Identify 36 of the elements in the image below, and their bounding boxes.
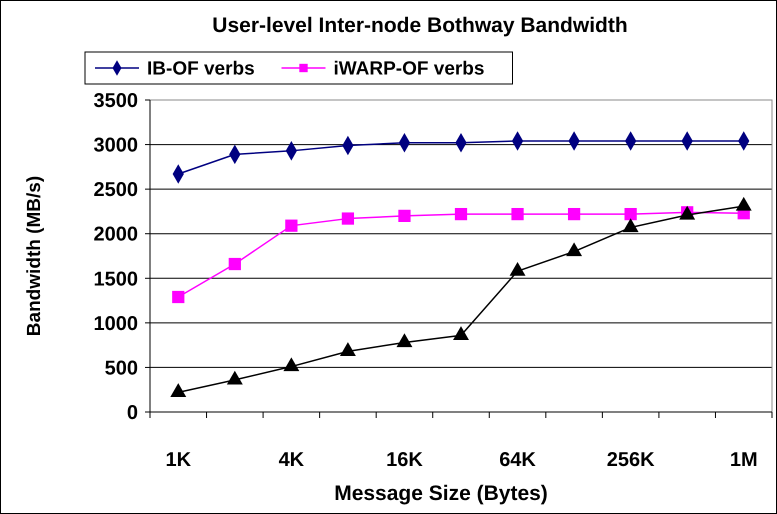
point — [396, 333, 412, 348]
point — [566, 242, 582, 256]
point — [285, 220, 298, 232]
x-axis-title: Message Size (Bytes) — [334, 482, 548, 505]
y-tick-label: 2500 — [94, 179, 138, 202]
point — [340, 342, 356, 356]
y-tick-label: 1000 — [94, 312, 138, 335]
point — [170, 383, 186, 397]
legend-label: IB-OF verbs — [147, 58, 255, 80]
chart-title: User-level Inter-node Bothway Bandwidth — [212, 14, 628, 37]
point — [172, 290, 184, 304]
point — [398, 210, 411, 222]
point — [510, 262, 526, 276]
y-tick-label: 3000 — [94, 134, 138, 157]
point — [454, 208, 468, 220]
y-tick-label: 1500 — [94, 268, 138, 290]
point — [283, 357, 300, 372]
x-tick-label: 16K — [386, 449, 424, 471]
y-tick-label: 3500 — [94, 90, 138, 112]
x-tick-label: 1M — [730, 449, 758, 471]
y-tick-label: 500 — [104, 357, 138, 380]
point — [511, 208, 524, 220]
y-axis-title: Bandwidth (MB/s) — [24, 176, 45, 336]
point — [342, 212, 354, 225]
x-tick-label: 4K — [278, 449, 305, 471]
x-tick-label: 64K — [499, 449, 536, 471]
point — [624, 208, 637, 220]
y-tick-label: 0 — [126, 402, 138, 424]
x-tick-label: 256K — [606, 449, 656, 471]
point — [453, 326, 469, 340]
legend-label: iWARP-OF verbs — [334, 58, 484, 80]
point — [568, 208, 580, 220]
point — [226, 370, 243, 385]
point — [228, 258, 241, 270]
x-tick-label: 1K — [165, 449, 192, 471]
y-tick-label: 2000 — [94, 224, 138, 246]
